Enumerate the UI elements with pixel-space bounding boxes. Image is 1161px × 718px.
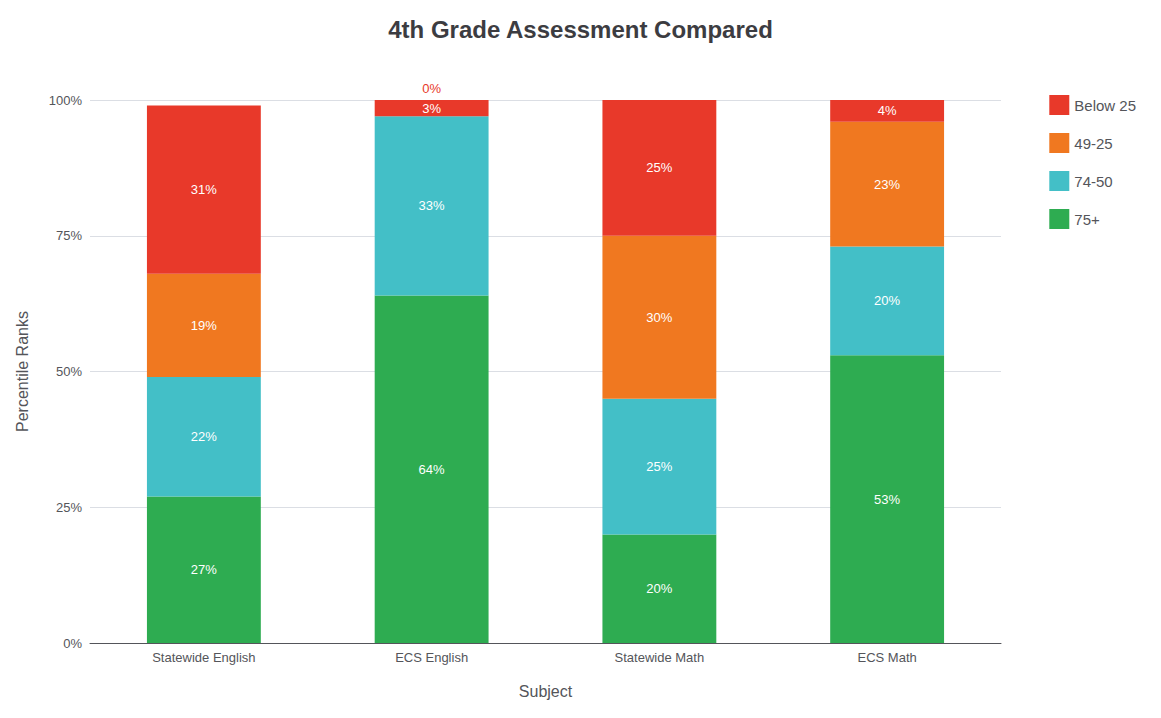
svg-text:22%: 22% [191, 429, 217, 444]
svg-text:64%: 64% [419, 462, 445, 477]
svg-text:25%: 25% [646, 160, 672, 175]
svg-text:25%: 25% [646, 459, 672, 474]
svg-text:Subject: Subject [519, 683, 573, 700]
svg-text:Statewide English: Statewide English [152, 650, 255, 665]
svg-text:53%: 53% [874, 492, 900, 507]
svg-text:ECS English: ECS English [395, 650, 468, 665]
svg-text:3%: 3% [422, 101, 441, 116]
svg-text:20%: 20% [874, 293, 900, 308]
svg-text:25%: 25% [56, 500, 82, 515]
svg-text:0%: 0% [63, 636, 82, 651]
svg-text:100%: 100% [49, 93, 83, 108]
svg-text:23%: 23% [874, 177, 900, 192]
svg-text:4%: 4% [878, 103, 897, 118]
svg-text:27%: 27% [191, 562, 217, 577]
svg-text:31%: 31% [191, 182, 217, 197]
svg-text:20%: 20% [646, 581, 672, 596]
svg-text:19%: 19% [191, 318, 217, 333]
svg-text:75+: 75+ [1074, 211, 1100, 228]
svg-text:50%: 50% [56, 364, 82, 379]
svg-text:Percentile Ranks: Percentile Ranks [14, 311, 31, 432]
svg-text:74-50: 74-50 [1074, 173, 1112, 190]
svg-text:ECS Math: ECS Math [858, 650, 917, 665]
svg-text:33%: 33% [419, 198, 445, 213]
svg-text:Statewide Math: Statewide Math [615, 650, 705, 665]
svg-text:30%: 30% [646, 310, 672, 325]
svg-text:Below 25: Below 25 [1074, 97, 1136, 114]
svg-text:75%: 75% [56, 228, 82, 243]
svg-text:49-25: 49-25 [1074, 135, 1112, 152]
svg-text:0%: 0% [422, 81, 441, 96]
svg-text:4th Grade Assessment Compared: 4th Grade Assessment Compared [388, 16, 773, 43]
